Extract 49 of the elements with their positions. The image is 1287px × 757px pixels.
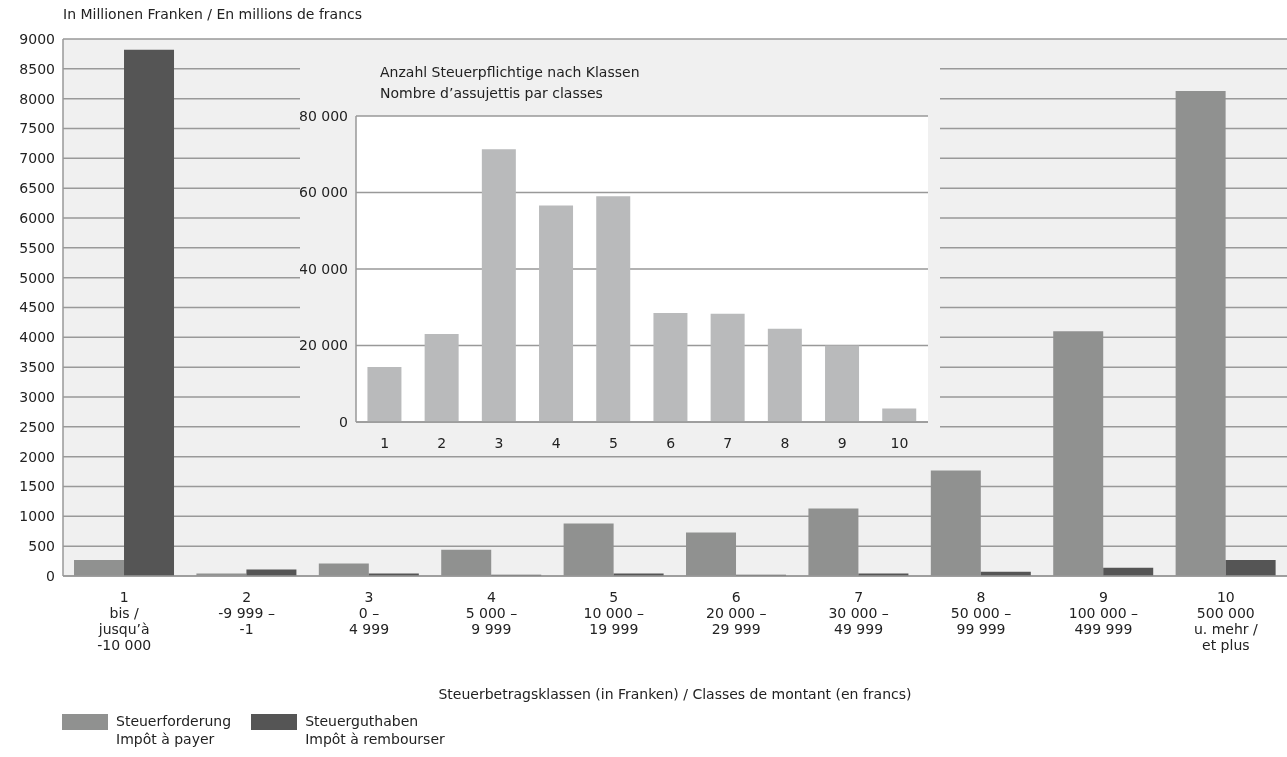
y-tick-label: 500 <box>28 538 55 555</box>
y-tick-label: 5500 <box>19 239 55 256</box>
x-tick-label: 2 <box>437 435 447 451</box>
x-tick-label: 6 20 000 – 29 999 <box>705 589 767 638</box>
x-tick-label: 8 50 000 – 99 999 <box>950 589 1012 638</box>
x-tick-label: 10 500 000 u. mehr / et plus <box>1193 589 1258 654</box>
y-tick-label: 8000 <box>19 90 55 107</box>
x-tick-label: 4 5 000 – 9 999 <box>465 589 518 638</box>
y-tick-label: 1500 <box>19 478 55 495</box>
x-tick-label: 1 bis / jusqu’à -10 000 <box>97 589 152 654</box>
y-tick-label: 40 000 <box>299 260 348 277</box>
y-tick-label: 9000 <box>19 30 55 47</box>
y-tick-label: 80 000 <box>299 107 348 124</box>
y-tick-label: 60 000 <box>299 184 348 201</box>
x-tick-label: 3 <box>494 435 504 451</box>
y-tick-label: 3500 <box>19 359 55 376</box>
y-tick-label: 4000 <box>19 329 55 346</box>
x-tick-label: 3 0 – 4 999 <box>348 589 390 638</box>
x-tick-label: 10 <box>890 435 909 451</box>
x-tick-label: 6 <box>666 435 676 451</box>
legend-label: Steuerguthaben Impôt à rembourser <box>305 712 445 748</box>
y-tick-label: 7500 <box>19 120 55 137</box>
y-tick-label: 8500 <box>19 60 55 77</box>
x-tick-label: 9 <box>837 435 847 451</box>
x-tick-label: 7 30 000 – 49 999 <box>828 589 889 638</box>
y-tick-label: 3000 <box>19 388 55 405</box>
y-tick-label: 1000 <box>19 508 55 525</box>
y-tick-label: 2000 <box>19 448 55 465</box>
x-tick-label: 5 10 000 – 19 999 <box>583 589 645 638</box>
y-tick-label: 4500 <box>19 299 55 316</box>
x-tick-label: 4 <box>551 435 561 451</box>
y-axis-title: In Millionen Franken / En millions de francs <box>63 6 363 22</box>
x-tick-label: 1 <box>380 435 390 451</box>
y-tick-label: 6500 <box>19 180 55 197</box>
x-tick-label: 2 -9 999 – -1 <box>218 589 275 638</box>
y-tick-label: 2500 <box>19 418 55 435</box>
y-tick-label: 5000 <box>19 269 55 286</box>
x-tick-label: 7 <box>723 435 733 451</box>
x-axis-title: Steuerbetragsklassen (in Franken) / Classes de montant (en francs) <box>437 686 913 702</box>
y-tick-label: 20 000 <box>299 337 348 354</box>
y-tick-label: 0 <box>339 413 348 430</box>
x-tick-label: 9 100 000 – 499 999 <box>1068 589 1139 638</box>
chart-title: Anzahl Steuerpflichtige nach Klassen Nombre d’assujettis par classes <box>380 63 640 103</box>
y-tick-label: 7000 <box>19 150 55 167</box>
y-tick-label: 0 <box>46 567 55 584</box>
y-tick-label: 6000 <box>19 209 55 226</box>
x-tick-label: 8 <box>780 435 790 451</box>
legend-label: Steuerforderung Impôt à payer <box>116 712 232 748</box>
x-tick-label: 5 <box>608 435 618 451</box>
